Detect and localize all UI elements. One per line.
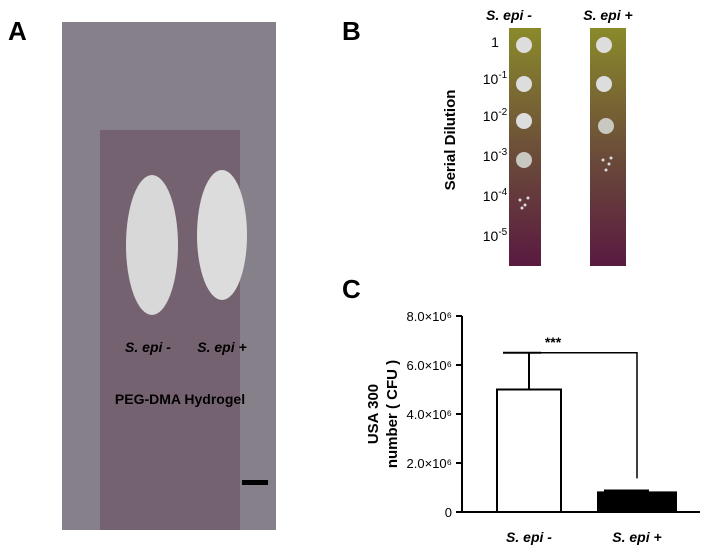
dilution-base: 10 (483, 188, 499, 204)
bar (597, 491, 677, 513)
y-axis-label: USA 300 number ( CFU ) (365, 360, 401, 468)
dilution-exponent: -2 (498, 107, 507, 118)
panel-label: B (342, 16, 361, 46)
dilution-label: 10-2 (483, 107, 508, 124)
y-axis-label-line: number ( CFU ) (384, 360, 401, 468)
x-tick-label: S. epi - (506, 529, 552, 545)
dilution-label: 10-3 (483, 147, 508, 164)
panel-label: A (8, 16, 27, 46)
y-tick-label: 4.0×10⁶ (407, 407, 452, 422)
site-label: S. epi + (197, 339, 246, 355)
colonies (516, 37, 614, 210)
y-axis-label-line: USA 300 (365, 384, 382, 444)
y-tick-label: 6.0×10⁶ (407, 358, 452, 373)
dilution-label: 10-1 (483, 70, 508, 87)
site-label: S. epi - (125, 339, 171, 355)
dilution-base: 1 (491, 34, 499, 50)
dilution-exponent: -4 (498, 187, 507, 198)
scale-bar (242, 480, 268, 485)
plate-strip (509, 28, 541, 266)
dilution-label: 1 (491, 34, 499, 50)
dilution-base: 10 (483, 228, 499, 244)
y-tick-label: 8.0×10⁶ (407, 309, 452, 324)
dilution-label: 10-4 (483, 187, 508, 204)
dilution-base: 10 (483, 71, 499, 87)
plate-strip (590, 28, 626, 266)
dilution-exponent: -3 (498, 147, 507, 158)
dilution-label: 10-5 (483, 227, 508, 244)
y-tick-label: 0 (445, 505, 452, 520)
x-tick-label: S. epi + (612, 529, 661, 545)
hydrogel (126, 175, 178, 315)
material-label: PEG-DMA Hydrogel (115, 391, 245, 407)
dilution-base: 10 (483, 148, 499, 164)
significance-bracket (529, 352, 638, 479)
y-tick-label: 2.0×10⁶ (407, 456, 452, 471)
bar (496, 388, 562, 513)
panel-label: C (342, 274, 361, 304)
axis-label: Serial Dilution (442, 90, 459, 191)
column-label: S. epi + (583, 7, 632, 23)
dilution-exponent: -1 (498, 70, 507, 81)
dilution-base: 10 (483, 108, 499, 124)
hydrogel (197, 170, 247, 300)
dilution-exponent: -5 (498, 227, 507, 238)
column-label: S. epi - (486, 7, 532, 23)
significance-label: *** (545, 334, 562, 350)
